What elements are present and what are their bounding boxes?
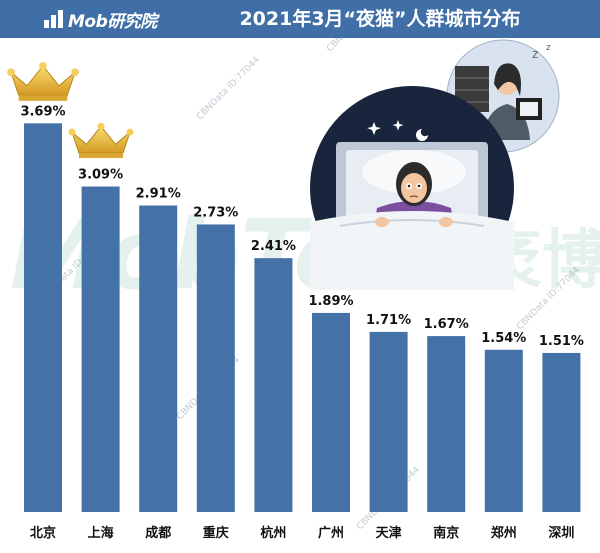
- category-label: 杭州: [260, 525, 286, 541]
- bar-4: [196, 224, 235, 512]
- sleepless-woman-in-bed: [310, 86, 514, 290]
- value-label: 3.09%: [78, 168, 123, 183]
- logo-text: Mob研究院: [68, 11, 157, 32]
- bar-3: [139, 205, 178, 513]
- header-bar: Mob研究院 2021年3月“夜猫”人群城市分布: [0, 0, 600, 38]
- mob-logo: Mob研究院: [44, 8, 157, 32]
- category-label: 北京: [30, 525, 56, 541]
- value-label: 1.71%: [366, 313, 411, 328]
- bar-8: [427, 336, 466, 512]
- bar-7: [369, 331, 408, 512]
- value-label: 2.41%: [251, 239, 296, 254]
- category-label: 深圳: [548, 525, 574, 541]
- bar-chart-icon: [44, 10, 64, 28]
- category-label: 上海: [88, 525, 114, 541]
- value-label: 2.91%: [136, 186, 181, 201]
- bar-5: [254, 258, 293, 512]
- svg-text:z: z: [546, 43, 551, 53]
- bar-2: [81, 186, 120, 512]
- svg-text:z: z: [532, 47, 538, 61]
- value-label: 1.51%: [539, 334, 584, 349]
- value-label: 1.67%: [424, 317, 469, 332]
- value-label: 1.89%: [308, 294, 353, 309]
- bar-10: [542, 352, 581, 512]
- category-label: 郑州: [491, 525, 517, 541]
- value-label: 1.54%: [481, 331, 526, 346]
- crown-icon: [68, 122, 134, 158]
- category-label: 南京: [433, 525, 459, 541]
- bar-1: [24, 123, 62, 512]
- bar-6: [312, 312, 350, 512]
- category-label: 天津: [376, 525, 402, 541]
- value-label: 2.73%: [193, 205, 238, 220]
- crown-icon: [7, 62, 79, 101]
- category-label: 成都: [145, 525, 171, 541]
- page-title: 2021年3月“夜猫”人群城市分布: [239, 8, 521, 30]
- category-label: 广州: [318, 525, 344, 541]
- bar-9: [484, 349, 523, 512]
- category-label: 重庆: [203, 525, 229, 541]
- value-label: 3.69%: [20, 104, 65, 119]
